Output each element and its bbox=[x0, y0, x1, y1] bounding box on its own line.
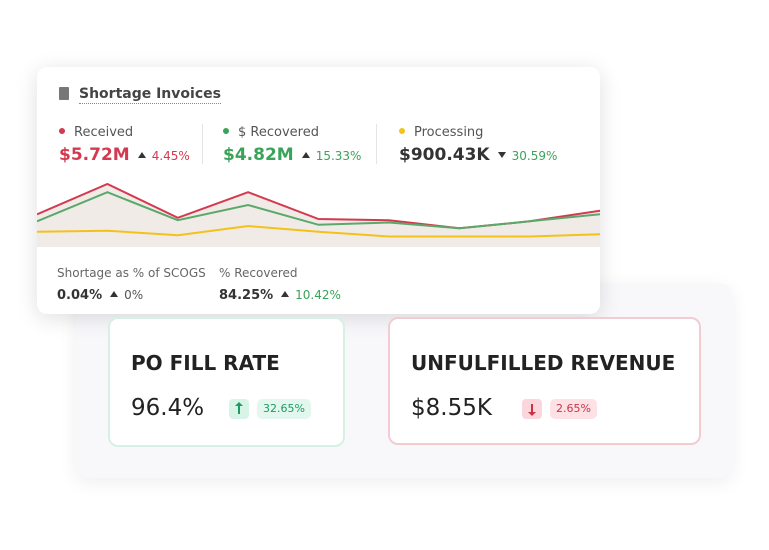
trend-arrow bbox=[497, 152, 506, 158]
separator bbox=[202, 124, 203, 164]
kpi-change: 2.65% bbox=[550, 399, 597, 419]
legend-dot bbox=[223, 128, 229, 134]
metric-value: $900.43K bbox=[399, 145, 490, 165]
trend-arrow bbox=[301, 152, 310, 158]
trend-arrow bbox=[528, 404, 536, 416]
kpi-value: $8.55K bbox=[411, 395, 492, 421]
kpi-card: PO FILL RATE 96.4% 32.65% bbox=[108, 317, 345, 447]
footer-row: 84.25% 10.42% bbox=[219, 284, 341, 303]
metric-change: 30.59% bbox=[511, 149, 558, 163]
metric-label: Received bbox=[59, 125, 133, 140]
trend-arrow bbox=[137, 152, 146, 158]
card-title: Shortage Invoices bbox=[79, 86, 221, 104]
metric-label: $ Recovered bbox=[223, 125, 319, 140]
footer-change: 0% bbox=[124, 288, 144, 302]
metric-change: 15.33% bbox=[315, 149, 362, 163]
doc-icon bbox=[59, 87, 69, 100]
separator bbox=[376, 124, 377, 164]
metric-row: $5.72M 4.45% bbox=[59, 145, 190, 165]
kpi-change: 32.65% bbox=[257, 399, 311, 419]
kpi-card: UNFULFILLED REVENUE $8.55K 2.65% bbox=[388, 317, 701, 445]
metric-label-text: $ Recovered bbox=[238, 125, 319, 140]
metric-row: $4.82M 15.33% bbox=[223, 145, 361, 165]
footer-label: Shortage as % of SCOGS bbox=[57, 266, 206, 280]
metric-value: $4.82M bbox=[223, 145, 294, 165]
footer-value: 84.25% bbox=[219, 288, 274, 303]
trend-arrow bbox=[235, 402, 243, 414]
sparkline-area bbox=[37, 184, 600, 247]
trend-arrow bbox=[281, 291, 290, 297]
metric-change: 4.45% bbox=[151, 149, 190, 163]
footer-label: % Recovered bbox=[219, 266, 298, 280]
shortage-card: Shortage Invoices Received $5.72M 4.45% $ R… bbox=[37, 67, 600, 314]
sparkline bbox=[37, 182, 600, 247]
trend-badge bbox=[229, 399, 249, 419]
legend-dot bbox=[399, 128, 405, 134]
kpi-value: 96.4% bbox=[131, 395, 205, 421]
footer-row: 0.04% 0% bbox=[57, 284, 143, 303]
sparkline-line bbox=[37, 191, 600, 230]
trend-arrow bbox=[110, 291, 119, 297]
metric-value: $5.72M bbox=[59, 145, 130, 165]
metric-row: $900.43K 30.59% bbox=[399, 145, 557, 165]
metric-label-text: Received bbox=[74, 125, 134, 140]
metric-label: Processing bbox=[399, 125, 483, 140]
kpi-title: PO FILL RATE bbox=[131, 351, 280, 375]
footer-change: 10.42% bbox=[295, 288, 341, 302]
legend-dot bbox=[59, 128, 65, 134]
metric-label-text: Processing bbox=[414, 125, 484, 140]
sparkline-line bbox=[37, 224, 600, 238]
kpi-title: UNFULFILLED REVENUE bbox=[411, 351, 676, 375]
footer-value: 0.04% bbox=[57, 288, 103, 303]
trend-badge bbox=[522, 399, 542, 419]
